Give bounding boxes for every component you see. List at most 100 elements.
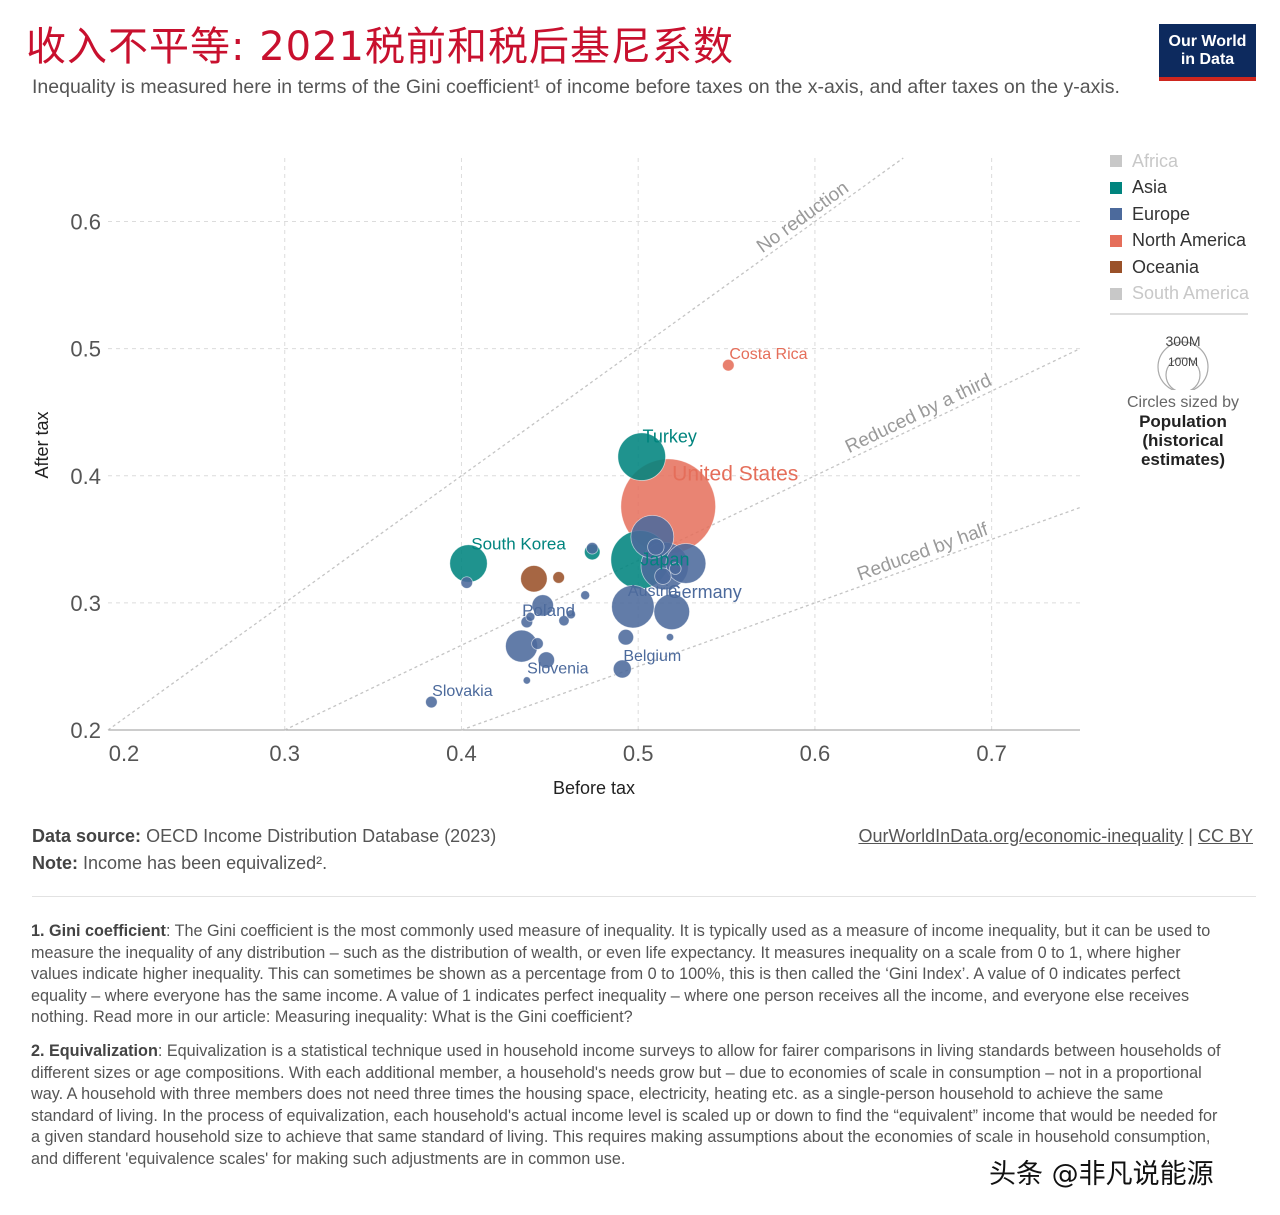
x-tick-label: 0.5 [623,741,654,766]
data-point [580,590,591,601]
watermark: 头条 @非凡说能源 [983,1152,1220,1191]
region-legend: Africa Asia Europe North America Oceania Sout… [1110,148,1255,315]
footnote-equivalization: 2. Equivalization: Equivalization is a s… [31,1041,1226,1171]
legend-swatch [1110,155,1122,168]
footnote-equivalization-label: 2. Equivalization [31,1042,158,1060]
legend-separator [1110,313,1248,315]
y-tick-label: 0.3 [70,591,101,616]
data-point [552,571,565,584]
point-label: Poland [522,601,575,620]
data-point [566,609,576,620]
point-label: Austria [628,583,678,600]
license-link[interactable]: CC BY [1197,826,1253,846]
point-label: South Korea [471,534,566,553]
data-point [460,576,473,589]
data-point [647,538,665,556]
owid-logo[interactable]: Our World in Data [1159,24,1256,81]
chart-title: 收入不平等: 2021税前和税后基尼系数 [26,24,734,70]
data-point [425,695,438,709]
legend-item[interactable]: Europe [1110,201,1255,228]
data-point [669,562,682,575]
note-value: Income has been equivalized². [83,853,328,873]
data-point [522,676,531,685]
legend-swatch [1110,208,1122,221]
legend-label: Europe [1132,203,1191,224]
legend-swatch [1110,287,1122,300]
size-legend-circles: 300M 100M [1157,333,1209,393]
data-point [654,567,672,585]
data-point [612,659,632,679]
legend-label: Oceania [1132,256,1200,277]
y-axis-label: After tax [32,411,52,478]
point-label: Slovenia [527,660,588,677]
point-label: Slovakia [432,683,493,700]
x-tick-label: 0.6 [800,741,831,766]
point-label: Costa Rica [729,346,807,363]
source-label: Data source: [32,826,142,846]
data-point [558,615,570,627]
data-points [425,358,735,709]
reference-line [107,157,904,731]
size-legend: 300M 100M [1110,330,1255,395]
data-point [531,637,544,650]
size-legend-large: 300M [1165,333,1200,349]
data-point [722,358,735,372]
grid-lines [108,158,1080,731]
source-value: OECD Income Distribution Database (2023) [146,826,497,846]
legend-label: Africa [1132,150,1179,171]
legend-swatch [1110,181,1122,194]
point-label: Turkey [643,427,697,447]
data-point [611,585,655,629]
reference-line [461,506,1081,731]
data-point [617,432,666,481]
data-labels: United States Costa Rica Turkey Japan South … [432,346,807,700]
legend-label: Asia [1132,177,1168,198]
data-point [586,542,599,555]
size-caption-text: Circles sized by [1126,394,1240,411]
size-legend-small: 100M [1168,355,1198,369]
legend-item[interactable]: North America [1110,228,1255,255]
data-point [520,565,548,593]
x-tick-label: 0.4 [446,741,477,766]
data-point [531,594,554,617]
data-point [537,651,555,669]
y-tick-label: 0.5 [70,337,101,362]
reference-line-label: Reduced by half [854,519,991,585]
footer-divider [32,896,1256,897]
x-tick-label: 0.3 [269,741,300,766]
size-caption-metric: Population (historical estimates) [1139,412,1227,469]
source-links: OurWorldInData.org/economic-inequality |… [858,823,1253,850]
legend-swatch [1110,261,1122,274]
logo-line-1: Our World [1168,32,1247,50]
footnote-equivalization-text: : Equivalization is a statistical techni… [31,1042,1221,1168]
legend-item[interactable]: South America [1110,281,1255,308]
x-axis-label: Before tax [553,778,635,798]
point-label: Japan [640,550,689,570]
x-tick-label: 0.2 [109,741,140,766]
scatter-chart[interactable]: No reduction Reduced by a third Reduced by… [0,0,1100,810]
legend-label: North America [1132,230,1247,251]
chart-subtitle: Inequality is measured here in terms of … [32,76,1120,98]
data-point [617,629,635,646]
size-caption: Circles sized by Population (historical … [1110,393,1256,469]
y-tick-label: 0.2 [70,718,101,743]
link-separator: | [1188,826,1193,846]
data-point [525,611,536,622]
reference-line-label: No reduction [753,177,853,257]
axis-ticks: 0.2 0.3 0.4 0.5 0.6 0.7 0.2 0.3 0.4 0.5 0.6 [70,210,1007,766]
point-label: United States [672,462,798,485]
footnote-gini-label: 1. Gini coefficient [31,922,166,940]
legend-item[interactable]: Africa [1110,148,1255,175]
reference-line-label: Reduced by a third [842,370,995,458]
logo-line-2: in Data [1180,50,1235,68]
y-tick-label: 0.6 [70,210,101,235]
legend-label: South America [1132,283,1250,304]
footnote-gini-text: : The Gini coefficient is the most commo… [31,922,1211,1027]
data-point [665,633,675,642]
data-source: Data source: OECD Income Distribution Da… [32,823,496,877]
legend-item[interactable]: Oceania [1110,254,1255,281]
owid-link[interactable]: OurWorldInData.org/economic-inequality [858,826,1184,846]
legend-item[interactable]: Asia [1110,175,1255,202]
footnote-gini: 1. Gini coefficient: The Gini coefficien… [31,921,1226,1029]
point-label: Germany [668,582,742,602]
